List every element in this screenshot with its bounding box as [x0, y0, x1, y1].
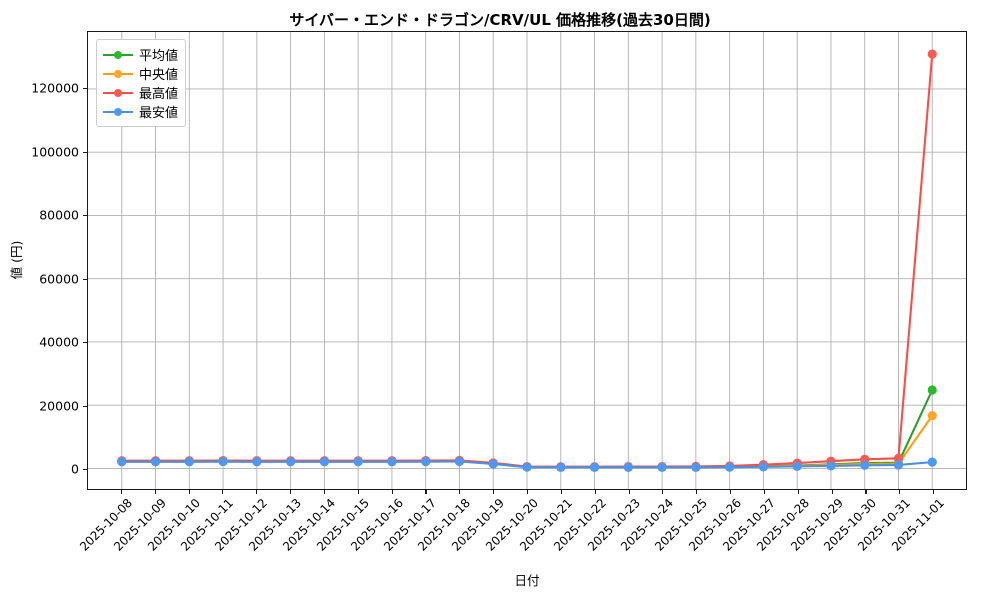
x-axis-label: 日付 [514, 573, 540, 588]
data-series-layer [117, 49, 937, 472]
x-axis-tick-marks [87, 490, 967, 496]
y-axis-tick-mark [83, 342, 87, 344]
y-axis-tick-mark [83, 88, 87, 90]
x-axis-tick-mark [831, 490, 833, 494]
data-point-marker [927, 457, 937, 467]
data-point-marker [556, 462, 566, 472]
data-point-marker [691, 462, 701, 472]
y-axis-tick-labels: 0 20000 40000 60000 80000 100000 120000 [0, 31, 79, 490]
grid-lines [88, 32, 966, 489]
y-axis-tick-label: 100000 [31, 144, 79, 160]
data-point-marker [184, 457, 194, 467]
legend-label: 中央値 [139, 68, 179, 83]
x-axis-tick-mark [594, 490, 596, 494]
data-point-marker [725, 462, 735, 472]
data-point-marker [589, 462, 600, 472]
x-axis-tick-mark [560, 490, 562, 494]
legend-marker-icon [103, 67, 133, 81]
data-point-marker [319, 457, 329, 467]
data-point-marker [488, 459, 498, 469]
series-line [120, 388, 934, 469]
y-axis-tick-mark [83, 469, 87, 471]
x-axis-tick-mark [865, 490, 867, 494]
x-axis-tick-mark [628, 490, 630, 494]
data-point-marker [657, 462, 667, 472]
data-point-marker [218, 457, 228, 467]
x-axis-tick-mark [933, 490, 935, 494]
data-point-marker [927, 49, 937, 59]
x-axis-tick-mark [154, 490, 156, 494]
y-axis-tick-label: 0 [71, 461, 79, 477]
y-axis-tick-marks [80, 31, 87, 490]
data-point-marker [150, 457, 161, 467]
legend-marker-icon [103, 86, 133, 100]
x-axis-tick-mark [899, 490, 901, 494]
legend-item-2[interactable]: 中央値 [103, 64, 178, 83]
x-axis-tick-mark [662, 490, 664, 494]
data-point-marker [117, 457, 127, 467]
x-axis-tick-mark [527, 490, 529, 494]
data-point-marker [826, 461, 836, 471]
legend-label: 最高値 [139, 87, 179, 102]
x-axis-tick-mark [188, 490, 190, 494]
legend-marker-icon [103, 48, 133, 62]
x-axis-tick-labels: 2025-10-08 2025-10-09 2025-10-10 2025-10-11… [77, 496, 967, 566]
y-axis-tick-mark [83, 215, 87, 217]
legend-label: 平均値 [139, 49, 179, 64]
legend-label: 最安値 [139, 106, 179, 121]
data-point-marker [927, 385, 937, 395]
x-axis-tick-mark [696, 490, 698, 494]
legend-item-4[interactable]: 最安値 [103, 102, 178, 121]
data-point-marker [623, 462, 633, 472]
y-axis-tick-mark [83, 405, 87, 407]
plot-area [87, 31, 967, 490]
x-axis-tick-mark [763, 490, 766, 494]
x-axis-tick-mark [120, 490, 122, 494]
x-axis-tick-mark [391, 490, 393, 494]
series-line [120, 414, 934, 469]
data-point-marker [454, 456, 465, 467]
series-3 [117, 49, 937, 472]
series-line [120, 53, 934, 468]
x-axis-tick-mark [256, 490, 258, 494]
legend-marker-icon [103, 105, 133, 119]
data-point-marker [893, 460, 904, 470]
x-axis-tick-mark [797, 490, 799, 494]
data-point-marker [792, 461, 802, 471]
chart-legend: 平均値中央値最高値最安値 [96, 39, 187, 127]
x-axis-tick-mark [290, 490, 292, 494]
data-point-marker [758, 462, 768, 472]
y-axis-tick-label: 40000 [39, 334, 79, 350]
x-axis-tick-mark [730, 490, 732, 494]
x-axis-tick-mark [222, 490, 224, 494]
data-point-marker [860, 460, 870, 470]
x-axis-tick-mark [493, 490, 495, 494]
x-axis-tick-mark [357, 490, 359, 494]
data-point-marker [522, 462, 532, 472]
x-axis-tick-mark [459, 490, 461, 494]
data-point-marker [286, 457, 296, 467]
legend-item-1[interactable]: 平均値 [103, 45, 178, 64]
data-point-marker [353, 457, 363, 467]
series-1 [117, 385, 937, 472]
chart-title: サイバー・エンド・ドラゴン/CRV/UL 価格推移(過去30日間) [289, 11, 711, 29]
data-point-marker [927, 411, 937, 421]
data-point-marker [421, 457, 431, 467]
series-4 [117, 456, 937, 472]
data-point-marker [893, 453, 904, 463]
y-axis-tick-label: 80000 [39, 207, 79, 223]
x-axis-tick-mark [425, 490, 427, 494]
y-axis-tick-mark [83, 151, 87, 153]
legend-item-3[interactable]: 最高値 [103, 83, 178, 102]
y-axis-tick-label: 60000 [39, 271, 79, 287]
y-axis-tick-label: 120000 [31, 80, 79, 96]
y-axis-tick-label: 20000 [39, 398, 79, 414]
x-axis-tick-mark [323, 490, 326, 494]
data-point-marker [252, 457, 262, 467]
y-axis-tick-mark [83, 278, 87, 280]
data-point-marker [387, 457, 397, 467]
